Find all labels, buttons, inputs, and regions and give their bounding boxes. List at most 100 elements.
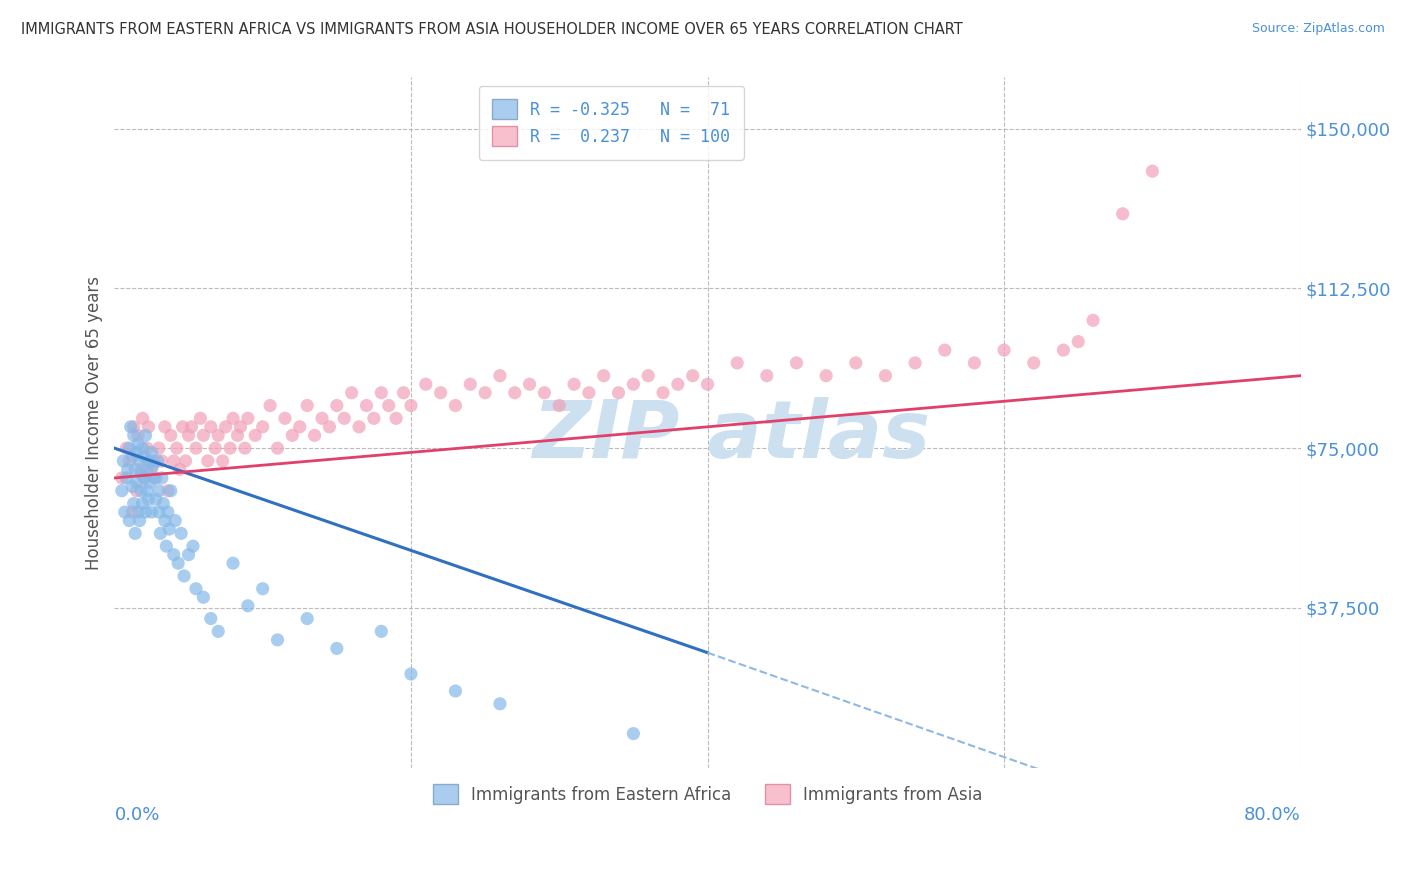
Point bbox=[129, 467, 152, 481]
Point bbox=[637, 368, 659, 383]
Point bbox=[533, 385, 555, 400]
Point bbox=[143, 471, 166, 485]
Point bbox=[815, 368, 838, 383]
Point bbox=[318, 420, 340, 434]
Point bbox=[666, 377, 689, 392]
Point bbox=[159, 483, 181, 498]
Point bbox=[295, 611, 318, 625]
Point bbox=[444, 399, 467, 413]
Point bbox=[474, 385, 496, 400]
Point bbox=[122, 496, 145, 510]
Point bbox=[165, 514, 187, 528]
Point bbox=[252, 420, 274, 434]
Point bbox=[652, 385, 675, 400]
Point bbox=[125, 445, 148, 459]
Point bbox=[399, 399, 422, 413]
Point bbox=[153, 420, 176, 434]
Point bbox=[281, 428, 304, 442]
Point bbox=[145, 471, 167, 485]
Point bbox=[304, 428, 326, 442]
Point bbox=[385, 411, 408, 425]
Point bbox=[222, 556, 245, 570]
Point bbox=[1052, 343, 1074, 358]
Point bbox=[142, 454, 165, 468]
Point bbox=[174, 454, 197, 468]
Point bbox=[129, 462, 152, 476]
Point bbox=[274, 411, 297, 425]
Point bbox=[266, 441, 288, 455]
Point bbox=[166, 441, 188, 455]
Text: 0.0%: 0.0% bbox=[114, 805, 160, 823]
Point bbox=[167, 556, 190, 570]
Point bbox=[621, 377, 644, 392]
Point bbox=[592, 368, 614, 383]
Point bbox=[214, 420, 236, 434]
Point bbox=[138, 492, 160, 507]
Point bbox=[111, 483, 134, 498]
Point bbox=[236, 411, 259, 425]
Point bbox=[548, 399, 571, 413]
Point bbox=[177, 548, 200, 562]
Point bbox=[115, 441, 138, 455]
Point bbox=[117, 462, 139, 476]
Point bbox=[333, 411, 356, 425]
Legend: Immigrants from Eastern Africa, Immigrants from Asia: Immigrants from Eastern Africa, Immigran… bbox=[426, 778, 988, 811]
Point bbox=[1081, 313, 1104, 327]
Text: 80.0%: 80.0% bbox=[1244, 805, 1301, 823]
Point bbox=[150, 454, 173, 468]
Point bbox=[131, 496, 153, 510]
Point bbox=[141, 462, 163, 476]
Point bbox=[755, 368, 778, 383]
Point bbox=[621, 726, 644, 740]
Point bbox=[1067, 334, 1090, 349]
Point bbox=[245, 428, 267, 442]
Point bbox=[127, 505, 149, 519]
Point bbox=[128, 454, 150, 468]
Point bbox=[121, 479, 143, 493]
Point bbox=[444, 684, 467, 698]
Point bbox=[181, 539, 204, 553]
Point bbox=[226, 428, 249, 442]
Point bbox=[184, 582, 207, 596]
Point bbox=[845, 356, 868, 370]
Point bbox=[129, 483, 152, 498]
Point bbox=[184, 441, 207, 455]
Point bbox=[519, 377, 541, 392]
Point bbox=[326, 641, 349, 656]
Point bbox=[156, 505, 179, 519]
Point bbox=[399, 667, 422, 681]
Point bbox=[131, 411, 153, 425]
Point bbox=[152, 496, 174, 510]
Text: ZIP atlas: ZIP atlas bbox=[533, 397, 931, 475]
Point bbox=[578, 385, 600, 400]
Point bbox=[875, 368, 897, 383]
Point bbox=[458, 377, 481, 392]
Point bbox=[146, 454, 169, 468]
Point bbox=[219, 441, 242, 455]
Point bbox=[173, 569, 195, 583]
Point bbox=[904, 356, 927, 370]
Text: IMMIGRANTS FROM EASTERN AFRICA VS IMMIGRANTS FROM ASIA HOUSEHOLDER INCOME OVER 6: IMMIGRANTS FROM EASTERN AFRICA VS IMMIGR… bbox=[21, 22, 963, 37]
Point bbox=[180, 420, 202, 434]
Point bbox=[118, 514, 141, 528]
Point bbox=[429, 385, 451, 400]
Point bbox=[128, 514, 150, 528]
Point bbox=[163, 548, 186, 562]
Point bbox=[170, 526, 193, 541]
Point bbox=[124, 462, 146, 476]
Point bbox=[785, 356, 807, 370]
Point bbox=[163, 454, 186, 468]
Point bbox=[148, 483, 170, 498]
Point bbox=[125, 483, 148, 498]
Point bbox=[326, 399, 349, 413]
Point bbox=[392, 385, 415, 400]
Point bbox=[993, 343, 1015, 358]
Point bbox=[229, 420, 252, 434]
Point bbox=[114, 505, 136, 519]
Point bbox=[135, 428, 157, 442]
Point bbox=[156, 483, 179, 498]
Point bbox=[141, 505, 163, 519]
Point bbox=[236, 599, 259, 613]
Point bbox=[200, 611, 222, 625]
Point bbox=[159, 428, 181, 442]
